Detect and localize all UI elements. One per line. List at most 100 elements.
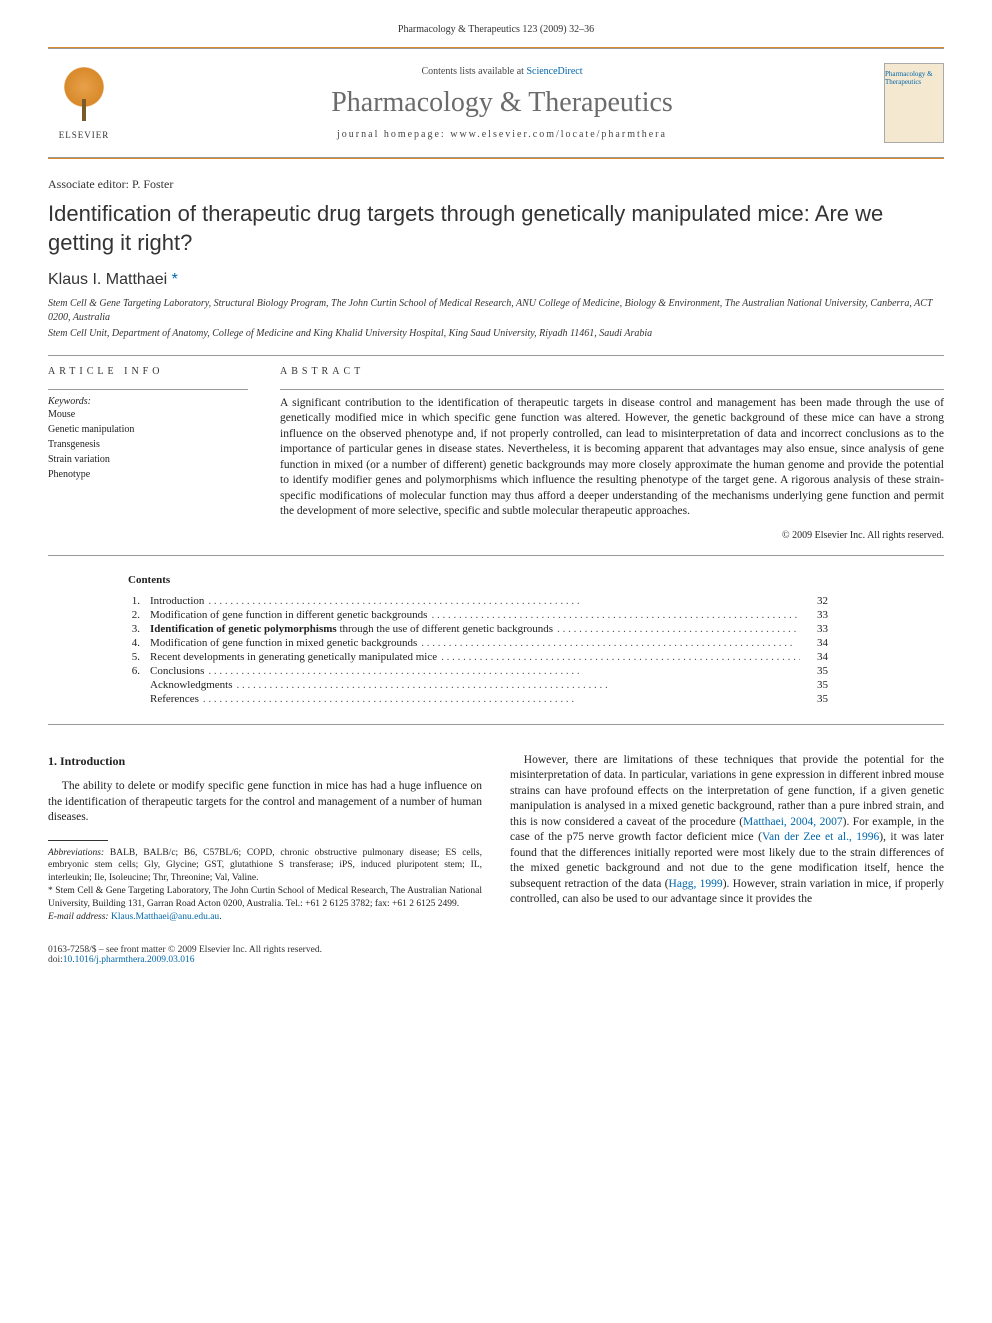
toc-row: 5. Recent developments in generating gen… [128, 650, 828, 664]
keyword: Strain variation [48, 452, 248, 467]
toc-title-text: Conclusions [150, 665, 204, 677]
toc-title: Acknowledgments [150, 678, 800, 692]
journal-name: Pharmacology & Therapeutics [132, 87, 872, 119]
associate-editor: Associate editor: P. Foster [48, 177, 944, 192]
contents-heading: Contents [128, 574, 828, 586]
toc-title-text: Modification of gene function in differe… [150, 609, 427, 621]
toc-row: 2. Modification of gene function in diff… [128, 608, 828, 622]
running-header: Pharmacology & Therapeutics 123 (2009) 3… [48, 24, 944, 35]
abbrev-label: Abbreviations: [48, 848, 104, 858]
toc-num: 3. [128, 622, 150, 636]
affiliation-2: Stem Cell Unit, Department of Anatomy, C… [48, 327, 944, 341]
toc-title: Modification of gene function in differe… [150, 608, 800, 622]
ref-link[interactable]: Matthaei, 2004, 2007 [743, 816, 843, 828]
journal-cover-thumb: Pharmacology & Therapeutics [884, 63, 944, 143]
toc-title-text: Modification of gene function in mixed g… [150, 637, 417, 649]
toc-table: 1. Introduction 32 2. Modification of ge… [128, 594, 828, 706]
homepage-url: www.elsevier.com/locate/pharmthera [450, 129, 667, 140]
toc-row: References 35 [128, 692, 828, 706]
contents-block: Contents 1. Introduction 32 2. Modificat… [128, 574, 828, 706]
toc-title: Recent developments in generating geneti… [150, 650, 800, 664]
toc-num [128, 678, 150, 692]
abstract-column: ABSTRACT A significant contribution to t… [280, 366, 944, 541]
toc-title-text: Recent developments in generating geneti… [150, 651, 437, 663]
abstract-copyright: © 2009 Elsevier Inc. All rights reserved… [280, 530, 944, 541]
elsevier-logo: ELSEVIER [48, 59, 120, 147]
footnote-separator [48, 840, 108, 841]
doi-link[interactable]: 10.1016/j.pharmthera.2009.03.016 [63, 955, 195, 965]
toc-row: Acknowledgments 35 [128, 678, 828, 692]
footer-doi-line: doi:10.1016/j.pharmthera.2009.03.016 [48, 955, 944, 965]
cover-thumb-text: Pharmacology & Therapeutics [885, 70, 943, 86]
toc-title-text: Acknowledgments [150, 679, 232, 691]
intro-para-2: However, there are limitations of these … [510, 753, 944, 908]
abstract-header: ABSTRACT [280, 366, 944, 377]
bottom-orange-rule [48, 158, 944, 159]
section-heading: 1. Introduction [48, 753, 482, 769]
toc-page: 35 [800, 692, 828, 706]
contents-prefix: Contents lists available at [421, 66, 526, 77]
keywords-label: Keywords: [48, 396, 248, 407]
toc-row: 4. Modification of gene function in mixe… [128, 636, 828, 650]
footer-copyright: 0163-7258/$ – see front matter © 2009 El… [48, 945, 944, 955]
keyword: Genetic manipulation [48, 422, 248, 437]
journal-homepage-line: journal homepage: www.elsevier.com/locat… [132, 129, 872, 140]
toc-page: 34 [800, 650, 828, 664]
keyword: Mouse [48, 407, 248, 422]
doi-prefix: doi: [48, 955, 63, 965]
toc-title: Introduction [150, 594, 800, 608]
section-rule-2 [48, 555, 944, 556]
elsevier-tree-icon [56, 66, 112, 126]
toc-num: 5. [128, 650, 150, 664]
abstract-text: A significant contribution to the identi… [280, 396, 944, 520]
elsevier-wordmark: ELSEVIER [59, 130, 110, 140]
email-link[interactable]: Klaus.Matthaei@anu.edu.au [111, 912, 219, 922]
toc-row: 3. Identification of genetic polymorphis… [128, 622, 828, 636]
keyword: Phenotype [48, 467, 248, 482]
toc-num: 6. [128, 664, 150, 678]
footnote-abbrev: Abbreviations: BALB, BALB/c; B6, C57BL/6… [48, 847, 482, 885]
ref-link[interactable]: Van der Zee et al., 1996 [762, 831, 879, 843]
keyword: Transgenesis [48, 437, 248, 452]
toc-title: Modification of gene function in mixed g… [150, 636, 800, 650]
author-line: Klaus I. Matthaei * [48, 271, 944, 289]
abbrev-text: BALB, BALB/c; B6, C57BL/6; COPD, chronic… [48, 848, 482, 884]
section-rule-1 [48, 355, 944, 356]
section-title: Introduction [60, 754, 125, 768]
article-title: Identification of therapeutic drug targe… [48, 200, 944, 257]
toc-title-rest: through the use of different genetic bac… [337, 623, 553, 635]
toc-page: 35 [800, 664, 828, 678]
section-number: 1. [48, 754, 57, 768]
keywords-list: Mouse Genetic manipulation Transgenesis … [48, 407, 248, 482]
email-label: E-mail address: [48, 912, 109, 922]
toc-page: 32 [800, 594, 828, 608]
toc-page: 34 [800, 636, 828, 650]
toc-title-text: References [150, 693, 199, 705]
toc-row: 6. Conclusions 35 [128, 664, 828, 678]
author-name: Klaus I. Matthaei [48, 271, 172, 288]
intro-para-1: The ability to delete or modify specific… [48, 779, 482, 826]
toc-title: Conclusions [150, 664, 800, 678]
info-abstract-row: ARTICLE INFO Keywords: Mouse Genetic man… [48, 366, 944, 541]
toc-row: 1. Introduction 32 [128, 594, 828, 608]
contents-available-line: Contents lists available at ScienceDirec… [132, 66, 872, 77]
ref-link[interactable]: Hagg, 1999 [669, 878, 723, 890]
abstract-rule [280, 389, 944, 390]
toc-page: 33 [800, 608, 828, 622]
toc-num [128, 692, 150, 706]
article-info-column: ARTICLE INFO Keywords: Mouse Genetic man… [48, 366, 248, 541]
toc-title: References [150, 692, 800, 706]
masthead: ELSEVIER Contents lists available at Sci… [48, 48, 944, 158]
corr-text: Stem Cell & Gene Targeting Laboratory, T… [48, 886, 482, 909]
toc-page: 35 [800, 678, 828, 692]
footnote-email: E-mail address: Klaus.Matthaei@anu.edu.a… [48, 911, 482, 924]
footnote-corresponding: * Stem Cell & Gene Targeting Laboratory,… [48, 885, 482, 911]
toc-title: Identification of genetic polymorphisms … [150, 622, 800, 636]
section-rule-3 [48, 724, 944, 725]
homepage-prefix: journal homepage: [337, 129, 450, 140]
toc-num: 1. [128, 594, 150, 608]
toc-num: 4. [128, 636, 150, 650]
corresponding-author-mark[interactable]: * [172, 271, 178, 288]
sciencedirect-link[interactable]: ScienceDirect [526, 66, 582, 77]
toc-page: 33 [800, 622, 828, 636]
